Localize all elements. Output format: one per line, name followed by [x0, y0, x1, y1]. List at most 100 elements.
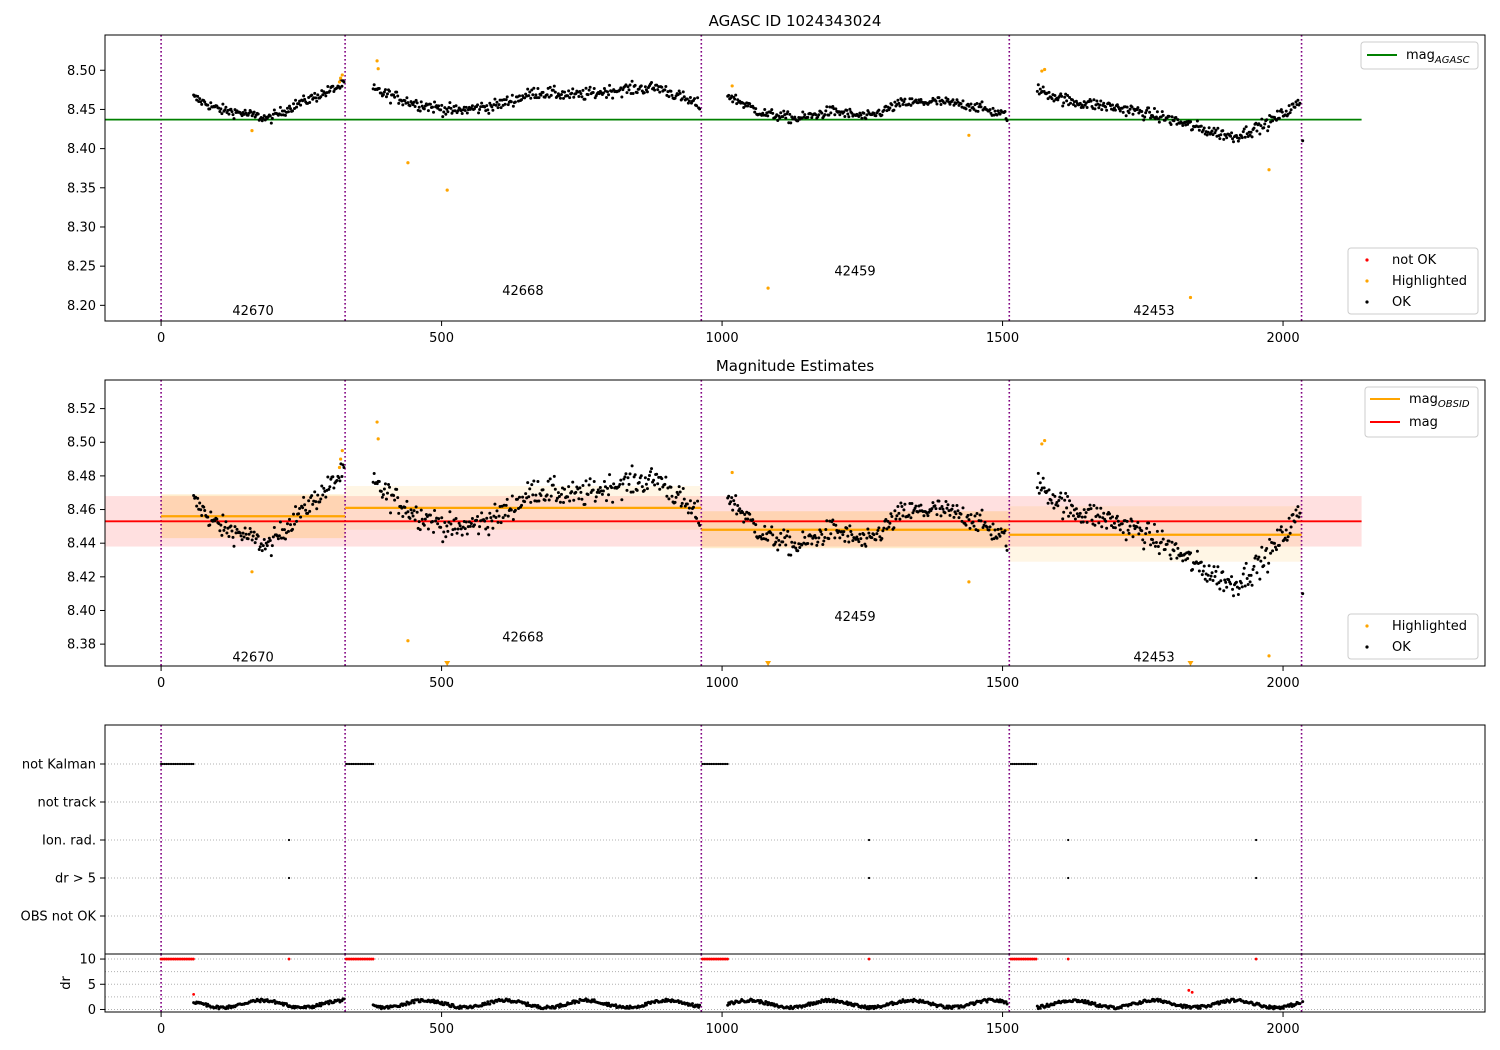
top-ok-point — [403, 99, 407, 103]
mid-ok-point — [698, 523, 702, 527]
dr-ok-point — [449, 1005, 453, 1009]
not-kalman-point — [717, 762, 720, 766]
mid-ok-point — [631, 490, 635, 494]
top-plot-frame — [104, 34, 1486, 322]
mid-ok-point — [460, 533, 464, 537]
mid-ok-point — [890, 515, 894, 519]
top-ok-point — [382, 90, 386, 94]
legend-mag-agasc-label: magAGASC — [1406, 48, 1470, 66]
mid-ok-point — [1078, 511, 1082, 515]
mid-ok-point — [1273, 545, 1277, 549]
mid-ok-point — [528, 487, 532, 491]
mid-ok-point — [382, 487, 386, 491]
mid-ok-point — [1242, 566, 1246, 570]
top-ok-point — [943, 101, 947, 105]
mid-obsid-label: 42668 — [502, 630, 543, 645]
top-ok-point — [1249, 130, 1253, 134]
top-ok-point — [763, 107, 767, 111]
mid-ok-point — [1083, 515, 1087, 519]
top-ok-point — [896, 98, 900, 102]
legend-ok-marker — [1365, 300, 1369, 304]
mid-ok-point — [649, 470, 653, 474]
top-ok-point — [460, 112, 464, 116]
top-ok-point — [1240, 136, 1244, 140]
mid-ok-point — [231, 535, 235, 539]
mid-highlighted-point — [406, 639, 410, 643]
top-ok-point — [331, 84, 335, 88]
mid-ok-point — [1115, 514, 1119, 518]
dr-gt-5-point — [867, 876, 871, 880]
dr-ok-point — [409, 1001, 413, 1005]
mid-ok-point — [632, 475, 636, 479]
mid-ok-point — [552, 474, 556, 478]
mid-ok-point — [1063, 498, 1067, 502]
top-ok-point — [937, 96, 941, 100]
mid-ok-point — [995, 536, 999, 540]
mid-ok-point — [524, 492, 528, 496]
mid-ok-point — [754, 523, 758, 527]
mid-ok-point — [1151, 541, 1155, 545]
dr-flagged-point — [1190, 990, 1194, 994]
mid-ok-point — [1035, 486, 1039, 490]
top-ok-point — [827, 113, 831, 117]
mid-ok-point — [298, 506, 302, 510]
mid-highlighted-point — [339, 457, 343, 461]
top-highlighted-point — [1043, 67, 1047, 72]
top-highlighted-point — [376, 67, 380, 71]
mid-ok-point — [515, 497, 519, 501]
mid-ok-point — [647, 473, 651, 477]
mid-ok-point — [1218, 587, 1222, 591]
mid-ok-point — [1066, 495, 1070, 499]
top-ytick-label: 8.30 — [67, 220, 96, 235]
top-ok-point — [1280, 110, 1284, 114]
mid-ok-point — [277, 534, 281, 538]
top-ok-point — [1163, 118, 1167, 122]
top-ok-point — [428, 102, 432, 106]
mid-ok-point — [230, 529, 234, 533]
mid-ok-point — [1267, 561, 1271, 565]
mid-ok-point — [1212, 565, 1216, 569]
legend-ok-label: OK — [1392, 295, 1411, 310]
mid-ok-point — [272, 525, 276, 529]
top-ok-point — [961, 99, 965, 103]
top-ok-point — [406, 101, 410, 105]
mid-ok-point — [559, 492, 563, 496]
not-kalman-point — [1029, 762, 1032, 766]
mid-ok-point — [815, 543, 819, 547]
mid-ok-point — [406, 510, 410, 514]
mid-ok-point — [943, 511, 947, 515]
top-ok-point — [1263, 122, 1267, 126]
mid-ok-point — [1273, 541, 1277, 545]
mid-ok-point — [1051, 493, 1055, 497]
top-ok-point — [1255, 129, 1259, 133]
top-legend-points: not OK Highlighted OK — [1347, 247, 1479, 315]
not-kalman-point — [176, 762, 179, 766]
mid-ok-point — [314, 500, 318, 504]
mid-ok-point — [251, 534, 255, 538]
mid-ok-point — [477, 532, 481, 536]
mid-ok-point — [697, 521, 701, 525]
top-ok-point — [1127, 111, 1131, 115]
mid-ok-point — [328, 485, 332, 489]
top-ok-point — [1237, 136, 1241, 140]
top-highlighted-point — [1040, 69, 1044, 73]
top-ok-point — [314, 96, 318, 100]
top-ok-point — [1222, 137, 1226, 141]
mid-ok-point — [864, 544, 868, 548]
dr-ok-point — [808, 1003, 812, 1007]
top-ok-point — [1097, 106, 1101, 110]
mid-ok-point — [335, 478, 339, 482]
mid-ok-point — [457, 521, 461, 525]
top-ok-point — [539, 93, 543, 97]
mid-ok-point — [379, 489, 383, 493]
top-xtick-label: 500 — [429, 331, 454, 346]
top-ytick-label: 8.20 — [67, 299, 96, 314]
mid-ok-point — [655, 472, 659, 476]
top-ok-point — [381, 93, 385, 97]
top-ok-point — [545, 93, 549, 97]
top-ok-point — [219, 107, 223, 111]
mid-ok-point — [395, 487, 399, 491]
top-ok-point — [865, 113, 869, 117]
not-kalman-point — [159, 762, 163, 766]
top-xtick-label: 2000 — [1267, 331, 1300, 346]
